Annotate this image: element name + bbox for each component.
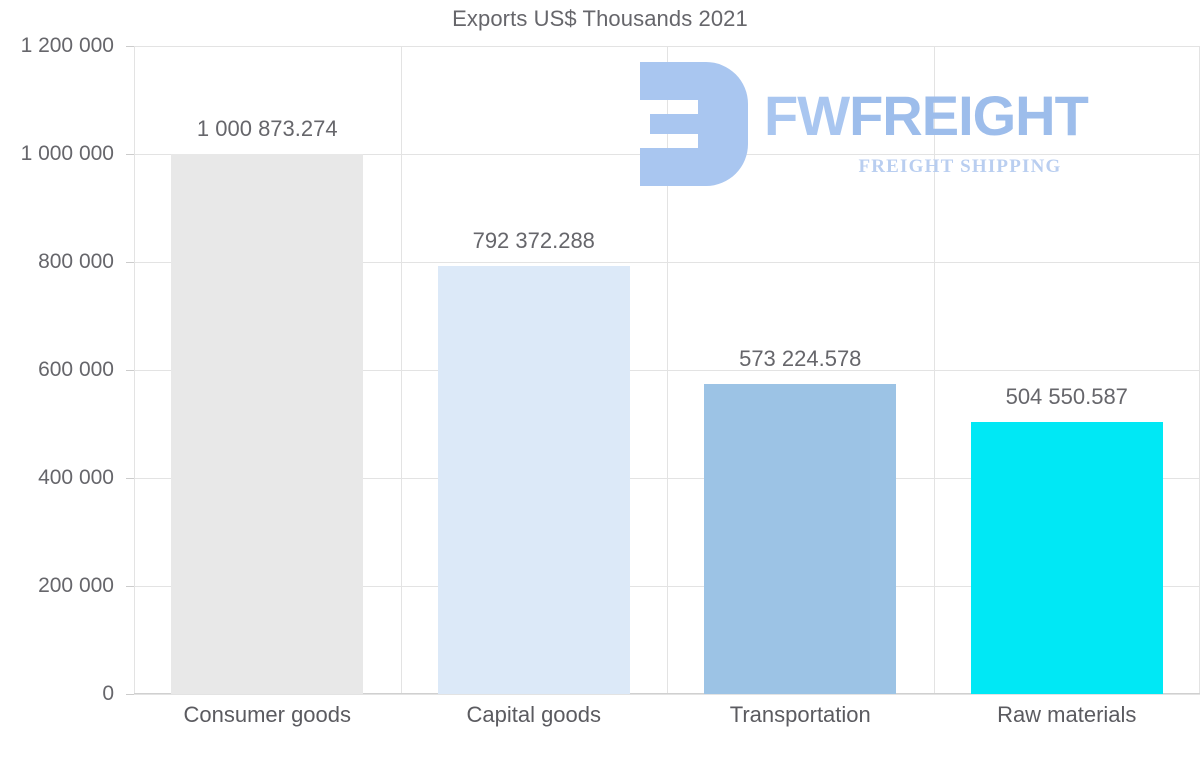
- bar[interactable]: [438, 266, 630, 694]
- y-axis-tick-mark: [126, 586, 134, 587]
- bar-value-label: 504 550.587: [1005, 383, 1128, 409]
- bar-value-label: 573 224.578: [739, 346, 862, 372]
- plot-area: 1 000 873.274 792 372.288 573 224.578 504 5…: [21, 34, 1200, 705]
- y-axis-tick-label: 0: [102, 682, 114, 705]
- bar[interactable]: [971, 421, 1163, 694]
- gridline-horizontal: [134, 694, 1200, 695]
- gridline-vertical: [934, 46, 935, 694]
- gridline-vertical: [401, 46, 402, 694]
- x-axis-category-label: Consumer goods: [183, 702, 352, 727]
- bar-value-label: 1 000 873.274: [196, 115, 338, 141]
- bar-value-label: 792 372.288: [472, 228, 595, 254]
- bar[interactable]: [704, 384, 896, 694]
- y-axis-tick-label: 600 000: [38, 358, 114, 381]
- y-axis-tick-label: 200 000: [38, 574, 114, 597]
- x-axis-category-label: Capital goods: [466, 702, 602, 727]
- y-axis-tick-mark: [126, 46, 134, 47]
- y-axis-tick-mark: [126, 370, 134, 371]
- bar[interactable]: [171, 153, 363, 694]
- y-axis-tick-mark: [126, 262, 134, 263]
- y-axis-line: [134, 46, 135, 694]
- y-axis-tick-mark: [126, 478, 134, 479]
- chart-title: Exports US$ Thousands 2021: [452, 6, 748, 31]
- x-axis-category-label: Transportation: [729, 702, 871, 727]
- gridline-vertical: [667, 46, 668, 694]
- y-axis-tick-label: 1 000 000: [20, 142, 114, 165]
- x-axis-category-label: Raw materials: [997, 702, 1137, 727]
- x-axis-baseline: [134, 693, 1200, 694]
- y-axis-tick-mark: [126, 694, 134, 695]
- y-axis-tick-label: 400 000: [38, 466, 114, 489]
- y-axis-tick-label: 1 200 000: [20, 34, 114, 57]
- y-axis-tick-label: 800 000: [38, 250, 114, 273]
- y-axis-tick-mark: [126, 154, 134, 155]
